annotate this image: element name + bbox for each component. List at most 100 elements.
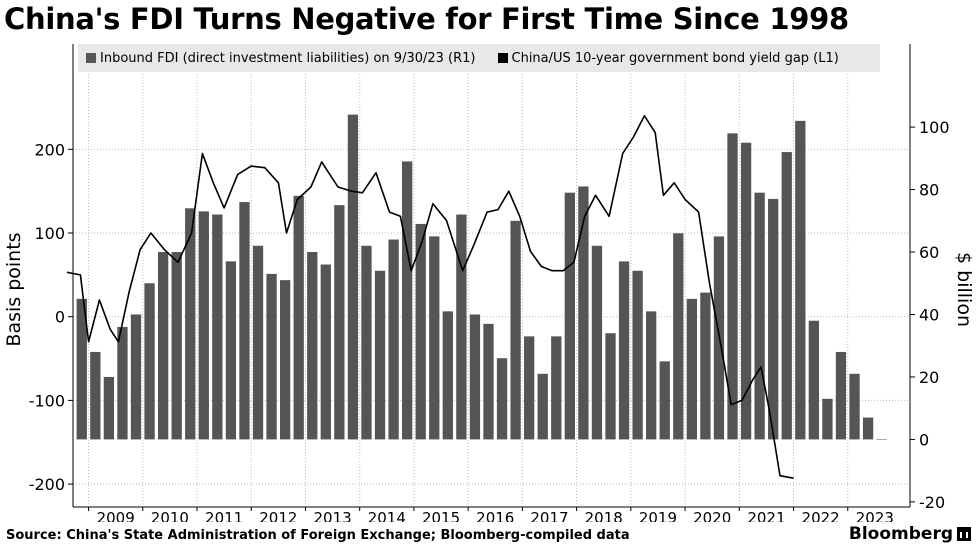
x-axis-tick-label: 2018 [585, 509, 623, 522]
fdi-bar [551, 336, 562, 440]
fdi-bar [212, 214, 223, 440]
fdi-bar [618, 261, 630, 440]
right-axis-tick-label: 20 [919, 368, 939, 387]
fdi-bar [510, 220, 521, 440]
left-axis-tick-label: 200 [34, 140, 65, 159]
fdi-bar [754, 192, 765, 440]
legend-swatch-fdi [86, 53, 96, 63]
x-axis-tick-label: 2013 [313, 509, 351, 522]
legend-swatch-yield-gap [497, 53, 508, 63]
right-axis-tick-label: 100 [919, 118, 950, 137]
fdi-bar [849, 373, 860, 440]
fdi-bar [293, 195, 304, 440]
legend-label-yield-gap: China/US 10-year government bond yield g… [511, 50, 839, 66]
x-axis-tick-label: 2015 [422, 509, 460, 522]
fdi-bar [686, 298, 697, 440]
fdi-bar [90, 351, 101, 440]
fdi-bar [415, 223, 426, 440]
fdi-bar [469, 314, 481, 440]
fdi-bar [483, 323, 494, 440]
legend-item-yield-gap: China/US 10-year government bond yield g… [497, 50, 839, 66]
fdi-bar [239, 202, 250, 440]
x-axis-tick-label: 2020 [693, 509, 731, 522]
fdi-bar [320, 264, 331, 440]
fdi-bar [171, 252, 182, 440]
x-axis-tick-label: 2021 [747, 509, 785, 522]
fdi-bar [185, 208, 196, 440]
fdi-bar [266, 273, 277, 440]
right-axis-tick-label: -20 [919, 493, 945, 512]
fdi-bar [496, 358, 508, 440]
fdi-bar [334, 205, 345, 440]
fdi-bar [862, 417, 874, 440]
fdi-bar [795, 120, 806, 440]
fdi-bar [456, 214, 467, 440]
x-axis-tick-label: 2009 [97, 509, 135, 522]
left-axis-tick-label: 100 [34, 224, 65, 243]
fdi-bar [605, 333, 616, 440]
fdi-bar [144, 283, 155, 440]
brand-logo: Bloomberg [849, 524, 971, 544]
fdi-bar [700, 292, 711, 440]
fdi-bar [388, 239, 399, 440]
x-axis-tick-label: 2019 [639, 509, 677, 522]
fdi-bar [646, 311, 657, 440]
bloomberg-logo-icon [957, 527, 971, 541]
fdi-bar [361, 245, 372, 440]
x-axis-tick-label: 2016 [476, 509, 514, 522]
fdi-bar [632, 270, 643, 440]
x-axis-tick-label: 2012 [259, 509, 297, 522]
fdi-bar [198, 211, 209, 440]
fdi-bar [673, 233, 684, 440]
fdi-bar [374, 270, 386, 440]
x-axis-tick-label: 2017 [530, 509, 568, 522]
left-axis-tick-label: 0 [55, 308, 65, 327]
fdi-bar [130, 314, 142, 440]
legend: Inbound FDI (direct investment liabiliti… [78, 44, 880, 72]
source-note: Source: China's State Administration of … [6, 528, 630, 543]
fdi-bar [591, 245, 603, 440]
fdi-bar [768, 198, 779, 440]
yield-gap-line [66, 115, 794, 479]
fdi-bar [347, 114, 359, 440]
fdi-bar [835, 351, 847, 440]
right-axis-tick-label: 0 [919, 430, 929, 449]
x-axis-tick-label: 2022 [802, 509, 840, 522]
left-axis-tick-label: -200 [29, 475, 65, 494]
right-axis-tick-label: 60 [919, 243, 939, 262]
fdi-bar [740, 142, 752, 440]
right-axis-tick-label: 80 [919, 181, 939, 200]
x-axis-tick-label: 2011 [205, 509, 243, 522]
fdi-bar [781, 152, 792, 440]
fdi-bar [578, 186, 589, 440]
fdi-bar [564, 192, 575, 440]
fdi-bar [401, 161, 413, 440]
left-axis-tick-label: -100 [29, 391, 65, 410]
right-axis-label: $ billion [953, 252, 975, 327]
fdi-bar [307, 252, 318, 440]
fdi-bar [429, 236, 440, 440]
x-axis-tick-label: 2014 [368, 509, 406, 522]
fdi-bar [537, 373, 548, 440]
fdi-bar [876, 439, 887, 440]
right-axis-tick-label: 40 [919, 305, 939, 324]
fdi-bar [76, 298, 87, 440]
fdi-bar [822, 398, 833, 440]
fdi-bar [524, 336, 535, 440]
fdi-bar [225, 261, 237, 440]
fdi-bar [808, 320, 820, 440]
legend-label-fdi: Inbound FDI (direct investment liabiliti… [100, 50, 476, 66]
x-axis-tick-label: 2010 [151, 509, 189, 522]
fdi-bar [442, 311, 453, 440]
fdi-bar [117, 326, 128, 440]
x-axis-tick-label: 2023 [856, 509, 894, 522]
fdi-bar [252, 245, 264, 440]
fdi-bar [727, 133, 738, 440]
fdi-bar [659, 361, 670, 440]
fdi-bar [157, 252, 169, 440]
fdi-bar [279, 280, 291, 440]
chart-title: China's FDI Turns Negative for First Tim… [4, 2, 849, 36]
brand-name: Bloomberg [848, 524, 953, 544]
left-axis-label: Basis points [3, 232, 25, 346]
